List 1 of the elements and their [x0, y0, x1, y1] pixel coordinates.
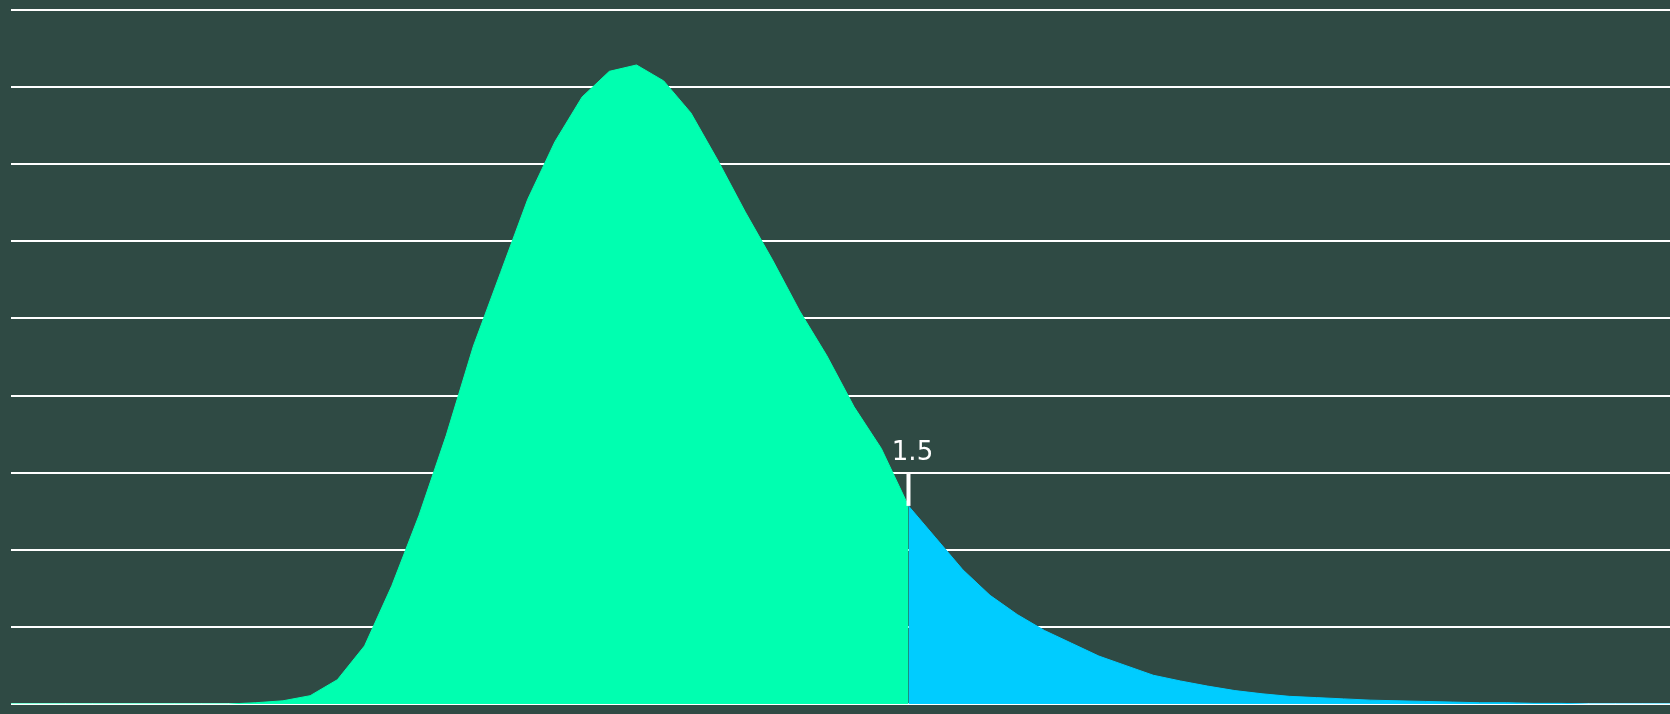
annotation: 1.5: [891, 435, 934, 466]
